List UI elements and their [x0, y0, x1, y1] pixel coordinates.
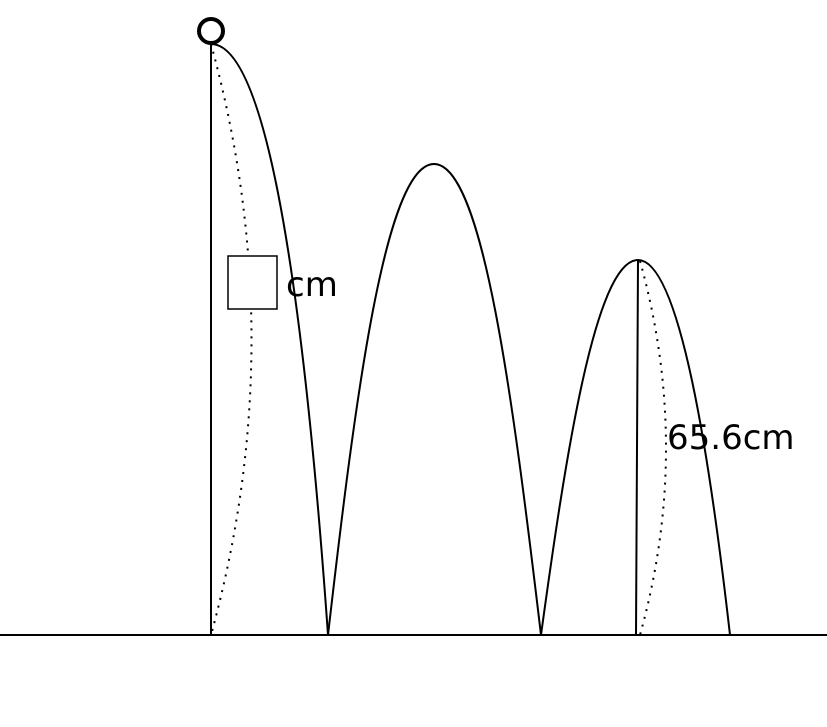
first-fall-arc	[210, 43, 329, 636]
second-bounce-height-label: 65.6cm	[667, 418, 795, 458]
second-bounce-dotted-brace	[639, 260, 667, 636]
unit-label: cm	[286, 265, 338, 305]
first-bounce-arc	[327, 162, 542, 636]
ball	[197, 17, 225, 45]
drop-height-dotted-brace	[210, 43, 253, 636]
second-bounce-arc	[540, 258, 731, 636]
answer-box[interactable]	[227, 255, 278, 310]
second-bounce-height-line	[635, 260, 639, 636]
